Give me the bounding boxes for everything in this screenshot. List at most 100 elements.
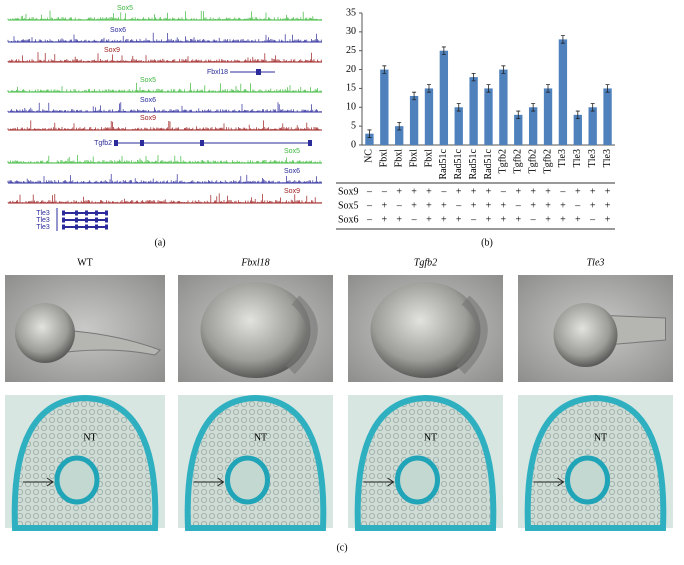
error-bar bbox=[426, 84, 431, 93]
embryo-yolk bbox=[553, 303, 618, 367]
gene-exon bbox=[85, 210, 88, 216]
nt-label: NT bbox=[424, 432, 437, 443]
condition-mark: + bbox=[530, 186, 536, 197]
condition-mark: – bbox=[366, 200, 373, 211]
bar bbox=[424, 88, 434, 145]
x-tick-label: Tgfb2 bbox=[513, 149, 524, 173]
condition-mark: + bbox=[411, 200, 417, 211]
condition-mark: + bbox=[530, 200, 536, 211]
panel-label: (c) bbox=[336, 542, 347, 553]
notochord bbox=[225, 455, 270, 505]
track-label: Sox6 bbox=[110, 27, 126, 34]
gene-label: Tle3 bbox=[36, 210, 50, 217]
condition-mark: – bbox=[440, 186, 447, 197]
bar bbox=[514, 114, 523, 145]
bar bbox=[543, 88, 553, 145]
error-bar bbox=[516, 110, 521, 119]
gene-exon bbox=[95, 217, 98, 223]
error-bar bbox=[486, 84, 491, 93]
condition-mark: – bbox=[589, 214, 596, 225]
bar bbox=[484, 88, 493, 145]
track-signal bbox=[7, 32, 322, 42]
gene-exon bbox=[105, 210, 108, 216]
x-tick-label: Rad51c bbox=[468, 148, 479, 179]
bar bbox=[558, 39, 568, 145]
arrow bbox=[533, 477, 565, 487]
x-tick-label: Fbxl bbox=[379, 149, 390, 168]
gene-exon bbox=[75, 224, 78, 230]
gene-exon bbox=[75, 217, 78, 223]
condition-mark: + bbox=[501, 214, 507, 225]
gene-exon bbox=[105, 217, 108, 223]
arrow bbox=[193, 477, 225, 487]
track-label: Sox6 bbox=[284, 168, 300, 175]
condition-mark: + bbox=[605, 214, 611, 225]
x-tick-label: Tgfb2 bbox=[498, 149, 509, 173]
condition-mark: + bbox=[471, 186, 477, 197]
condition-mark: + bbox=[515, 214, 521, 225]
track-signal bbox=[7, 10, 322, 20]
condition-mark: + bbox=[590, 200, 596, 211]
condition-mark: – bbox=[500, 186, 507, 197]
track-signal bbox=[7, 82, 322, 92]
notochord bbox=[54, 455, 100, 505]
condition-mark: – bbox=[470, 214, 477, 225]
embryo-yolk bbox=[15, 303, 75, 363]
nt-label: NT bbox=[83, 432, 96, 443]
column-header: Fbxl18 bbox=[240, 257, 269, 268]
track-label: Sox9 bbox=[140, 115, 156, 122]
gene-exon bbox=[105, 224, 108, 230]
x-tick-label: Tle3 bbox=[572, 149, 583, 167]
condition-mark: + bbox=[545, 214, 551, 225]
track-label: Sox9 bbox=[284, 188, 300, 195]
x-tick-label: Tgfb2 bbox=[542, 149, 553, 173]
track-signal bbox=[7, 120, 321, 130]
x-tick-label: Tgfb2 bbox=[527, 149, 538, 173]
condition-mark: + bbox=[575, 186, 581, 197]
track-label: Sox5 bbox=[140, 77, 156, 84]
track-signal bbox=[7, 155, 322, 163]
condition-mark: + bbox=[471, 200, 477, 211]
gene-label: Fbxl18 bbox=[207, 69, 228, 76]
gene-exon bbox=[85, 224, 88, 230]
gene-label: Tgfb2 bbox=[94, 140, 112, 147]
bar bbox=[603, 88, 612, 145]
gene-exon bbox=[75, 210, 78, 216]
track-signal bbox=[7, 174, 322, 183]
track-label: Sox6 bbox=[140, 97, 156, 104]
error-bar bbox=[382, 65, 387, 74]
condition-mark: + bbox=[426, 214, 432, 225]
column-header: WT bbox=[77, 257, 93, 268]
gene-label: Tle3 bbox=[36, 217, 50, 224]
condition-mark: – bbox=[381, 186, 388, 197]
x-tick-label: Tle3 bbox=[602, 149, 613, 167]
bar bbox=[409, 95, 419, 145]
bar bbox=[439, 50, 449, 145]
x-tick-label: Tle3 bbox=[557, 149, 568, 167]
error-bar bbox=[412, 91, 417, 101]
panel-label: (a) bbox=[154, 237, 165, 248]
condition-mark: + bbox=[590, 186, 596, 197]
gene-exon bbox=[85, 217, 88, 223]
condition-mark: – bbox=[366, 186, 373, 197]
condition-name: Sox6 bbox=[338, 214, 359, 225]
condition-mark: + bbox=[396, 186, 402, 197]
error-bar bbox=[590, 103, 595, 112]
error-bar bbox=[397, 121, 402, 131]
x-tick-label: Fbxl bbox=[408, 149, 419, 168]
arrow bbox=[363, 477, 395, 487]
condition-mark: – bbox=[366, 214, 373, 225]
condition-mark: + bbox=[605, 200, 611, 211]
condition-mark: + bbox=[382, 214, 388, 225]
gene-exon bbox=[95, 224, 98, 230]
condition-mark: – bbox=[411, 214, 418, 225]
x-tick-label: Tle3 bbox=[587, 149, 598, 167]
bar bbox=[469, 77, 478, 145]
track-signal bbox=[7, 193, 322, 203]
bar bbox=[528, 107, 538, 145]
condition-mark: – bbox=[455, 200, 462, 211]
gene-label: Tle3 bbox=[36, 224, 50, 231]
arrow bbox=[23, 477, 54, 487]
gene-exon bbox=[256, 69, 261, 75]
